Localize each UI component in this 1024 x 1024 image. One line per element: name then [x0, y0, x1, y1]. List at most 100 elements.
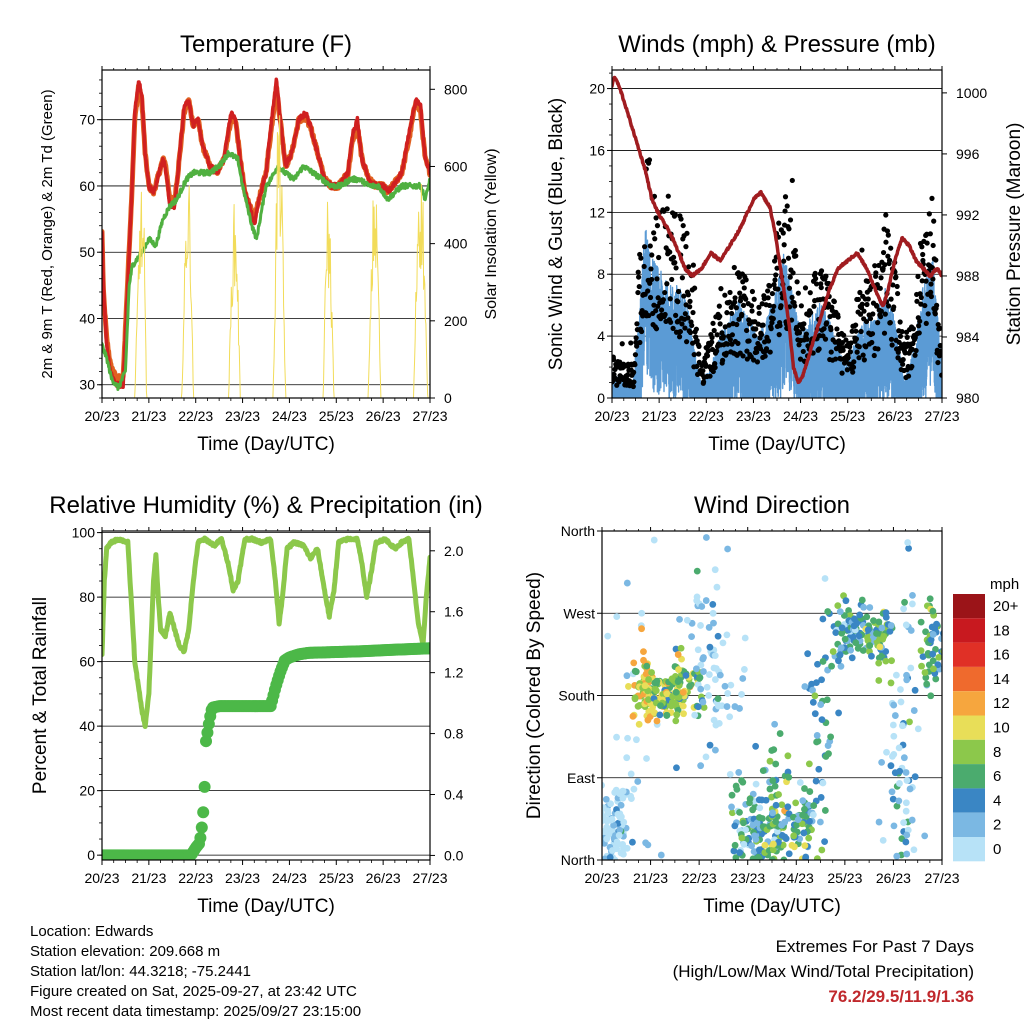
gust-point — [725, 341, 731, 347]
gust-point — [710, 368, 716, 375]
direction-point — [766, 757, 774, 765]
direction-point — [749, 821, 757, 829]
gust-point — [726, 322, 732, 328]
direction-point — [821, 575, 829, 582]
y-axis-label: 2m & 9m T (Red, Orange) & 2m Td (Green) — [39, 89, 56, 378]
direction-point — [641, 682, 649, 690]
direction-point — [801, 842, 809, 850]
direction-point — [697, 685, 705, 693]
gust-point — [751, 333, 758, 339]
direction-point — [643, 662, 651, 670]
direction-point — [784, 768, 792, 776]
direction-point — [749, 806, 757, 814]
direction-point — [809, 698, 817, 706]
direction-point — [835, 709, 842, 717]
direction-point — [592, 794, 599, 801]
direction-point — [680, 710, 687, 718]
direction-point — [657, 702, 664, 710]
gust-point — [667, 296, 673, 302]
direction-point — [630, 785, 638, 793]
gust-point — [653, 215, 659, 221]
gust-point — [689, 322, 695, 329]
direction-point — [911, 686, 919, 694]
direction-point — [888, 657, 895, 665]
gust-point — [771, 258, 778, 264]
gust-point — [910, 340, 916, 347]
gust-point — [786, 226, 792, 232]
gust-point — [800, 326, 806, 332]
gust-point — [925, 311, 931, 317]
gust-point — [635, 289, 641, 296]
legend-label: 6 — [993, 768, 1001, 785]
direction-point — [917, 647, 925, 655]
gust-point — [845, 355, 851, 361]
direction-point — [619, 794, 627, 802]
y-right-tick-label: 0.0 — [444, 847, 464, 863]
gust-point — [647, 294, 654, 301]
direction-point — [799, 797, 807, 805]
gust-point — [656, 254, 662, 261]
gust-point — [744, 348, 750, 354]
gust-point — [840, 347, 846, 353]
gust-point — [823, 273, 829, 279]
direction-point — [702, 753, 710, 761]
x-tick-label: 21/23 — [131, 408, 166, 424]
gust-point — [723, 350, 730, 356]
direction-point — [752, 780, 760, 788]
direction-cluster — [604, 536, 681, 859]
gust-point — [894, 283, 900, 290]
direction-point — [634, 702, 642, 710]
direction-point — [726, 770, 734, 778]
gust-point — [665, 193, 671, 199]
y-right-tick-label: 1000 — [956, 85, 987, 101]
gust-point — [895, 290, 901, 297]
direction-point — [895, 744, 903, 752]
station-info: Location: Edwards Station elevation: 209… — [30, 922, 361, 1022]
direction-point — [700, 654, 707, 661]
gust-point — [704, 353, 711, 359]
direction-point — [625, 683, 632, 690]
gust-point — [853, 328, 859, 334]
direction-point — [648, 669, 655, 676]
direction-point — [769, 777, 777, 784]
direction-point — [623, 579, 631, 587]
gust-point — [648, 276, 655, 283]
direction-point — [785, 850, 793, 858]
direction-point — [927, 692, 935, 700]
legend-label: 4 — [993, 792, 1001, 809]
direction-point — [886, 627, 894, 635]
gust-point — [848, 340, 854, 346]
direction-point — [609, 847, 616, 854]
direction-point — [616, 826, 624, 834]
x-tick-label: 26/23 — [877, 408, 912, 424]
gust-point — [883, 239, 889, 245]
gust-point — [760, 322, 766, 328]
gust-point — [660, 297, 666, 303]
gust-point — [878, 275, 884, 281]
series-sonic-wind — [612, 229, 942, 398]
direction-point — [907, 664, 915, 672]
direction-point — [910, 846, 918, 854]
direction-point — [824, 608, 832, 615]
direction-point — [873, 630, 880, 637]
x-tick-label: 24/23 — [272, 870, 307, 886]
series-gust — [612, 157, 942, 390]
direction-cluster — [917, 595, 942, 700]
gust-point — [811, 303, 817, 309]
y-right-tick-label: 1.2 — [444, 665, 464, 681]
gust-point — [709, 334, 715, 341]
gust-point — [753, 326, 759, 332]
y-right-axis-label: Station Pressure (Maroon) — [1004, 123, 1024, 346]
y-tick-label: 40 — [79, 310, 95, 326]
direction-point — [773, 828, 781, 835]
direction-point — [615, 831, 623, 839]
plot-area — [102, 535, 430, 860]
direction-point — [929, 650, 937, 658]
direction-point — [676, 616, 683, 623]
direction-point — [878, 624, 886, 632]
x-tick-label: 24/23 — [779, 870, 814, 886]
gust-point — [796, 330, 803, 336]
plot-border — [601, 530, 943, 861]
direction-point — [875, 677, 883, 684]
